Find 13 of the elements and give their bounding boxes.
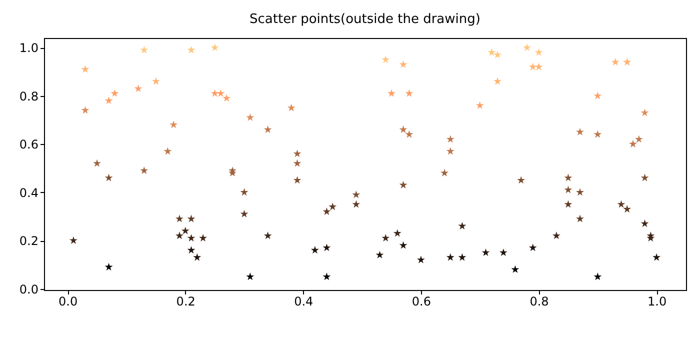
x-tick-label: 0.4	[294, 294, 314, 308]
y-tick-label: 0.0	[19, 282, 38, 296]
y-tick-label: 0.6	[19, 138, 38, 152]
y-tick-label: 0.8	[19, 89, 38, 104]
y-tick-label: 1.0	[19, 41, 38, 56]
x-tick-label: 0.0	[58, 294, 78, 308]
y-tick-label: 0.4	[19, 186, 38, 200]
x-tick-label: 1.0	[648, 294, 667, 308]
y-tick-label: 0.2	[19, 234, 38, 248]
x-tick-label: 0.6	[412, 294, 431, 308]
x-tick-label: 0.2	[176, 294, 196, 308]
chart-title: Scatter points(outside the drawing)	[250, 12, 480, 27]
x-tick-label: 0.8	[530, 294, 549, 308]
